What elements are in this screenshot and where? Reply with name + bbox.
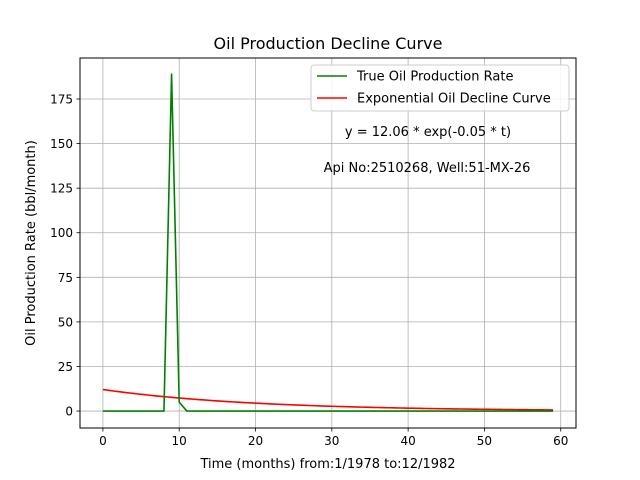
- y-tick-label: 150: [50, 137, 73, 151]
- chart-title: Oil Production Decline Curve: [214, 34, 443, 53]
- equation-annotation: y = 12.06 * exp(-0.05 * t): [345, 125, 511, 140]
- x-tick-label: 40: [400, 434, 415, 448]
- x-tick-label: 30: [324, 434, 339, 448]
- series-line-exponential-decline: [102, 388, 554, 411]
- y-tick-label: 25: [58, 360, 73, 374]
- well-annotation: Api No:2510268, Well:51-MX-26: [324, 161, 531, 176]
- series-layer: [102, 73, 554, 412]
- y-axis-label: Oil Production Rate (bbl/month): [24, 140, 39, 346]
- y-tick-label: 75: [58, 271, 73, 285]
- y-tick-label: 100: [50, 226, 73, 240]
- y-tick-label: 50: [58, 315, 73, 329]
- y-tick-label: 0: [65, 405, 73, 419]
- legend: True Oil Production Rate Exponential Oil…: [310, 64, 570, 112]
- legend-box: [310, 64, 570, 112]
- y-tick-label: 125: [50, 182, 73, 196]
- y-tick-label: 175: [50, 93, 73, 107]
- x-tick-label: 0: [99, 434, 107, 448]
- legend-label-exponential: Exponential Oil Decline Curve: [357, 92, 551, 107]
- x-tick-label: 20: [248, 434, 263, 448]
- plot-frame: [79, 57, 577, 429]
- x-axis-label: Time (months) from:1/1978 to:12/1982: [199, 457, 455, 472]
- x-tick-label: 60: [553, 434, 568, 448]
- x-tick-label: 10: [172, 434, 187, 448]
- x-tick-label: 50: [477, 434, 492, 448]
- series-line-true-production-rate: [102, 73, 554, 412]
- legend-label-true-rate: True Oil Production Rate: [356, 70, 513, 85]
- ticks: 0 10 20 30 40 50 60 0 25 50 75 100 125 150 175: [50, 93, 568, 448]
